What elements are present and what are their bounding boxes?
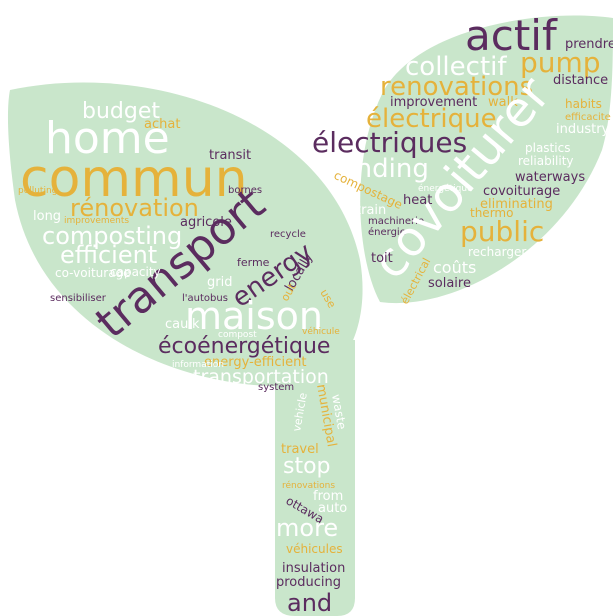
word: transportation <box>193 366 329 388</box>
word: industry <box>556 122 610 137</box>
word: électrique <box>366 104 497 134</box>
word: écoénergétique <box>158 334 330 359</box>
word: l'autobus <box>182 293 228 304</box>
word: waste <box>329 393 349 430</box>
word: improvements <box>64 216 129 226</box>
word: collectif <box>405 52 507 82</box>
word: coûts <box>433 258 476 277</box>
word: polluting <box>18 186 57 196</box>
word: commun <box>20 149 248 209</box>
word: habits <box>565 97 602 111</box>
word: véhicule <box>302 326 340 337</box>
word: more <box>276 514 338 542</box>
word: transit <box>209 148 251 163</box>
word: eliminating <box>480 197 553 212</box>
word: auto <box>318 501 347 516</box>
word: énergie <box>368 226 406 238</box>
word: capacity <box>110 265 161 279</box>
word: sensibiliser <box>50 293 107 304</box>
word: agricole <box>180 215 232 230</box>
word: prendre <box>565 37 613 52</box>
word: co-voiturage <box>55 266 131 280</box>
stem <box>275 340 355 616</box>
word: recycle <box>270 229 306 240</box>
word: toit <box>371 251 393 266</box>
word: from <box>313 489 343 504</box>
word: funding <box>330 154 429 184</box>
word: maison <box>185 294 323 338</box>
word: energy-efficient <box>204 355 306 370</box>
word: thermo <box>470 206 513 220</box>
word: renovations <box>380 72 533 102</box>
word: caulk <box>165 317 200 332</box>
word: producing <box>276 575 341 590</box>
word: grid <box>207 275 232 290</box>
word: waterways <box>515 170 585 185</box>
word: machinerie <box>368 216 424 227</box>
word: improvement <box>390 95 477 110</box>
word: information <box>172 360 224 370</box>
word: system <box>258 382 294 393</box>
word: électriques <box>312 126 467 159</box>
word: and <box>287 589 332 616</box>
word: achat <box>144 117 180 132</box>
word: long <box>33 209 61 224</box>
word: train <box>356 203 386 218</box>
word: composting <box>42 222 182 250</box>
word: reliability <box>518 154 574 168</box>
word: heat <box>403 193 432 208</box>
word: bornes <box>228 185 262 196</box>
word: efficient <box>60 241 157 269</box>
word: rénovation <box>70 194 199 222</box>
word: rénovations <box>282 480 335 491</box>
word: walk <box>488 95 518 110</box>
right-leaf <box>360 15 613 304</box>
word: véhicules <box>286 542 343 556</box>
word: recharger <box>468 245 526 259</box>
word: home <box>45 113 170 164</box>
word: insulation <box>282 561 345 576</box>
word: énergétique <box>418 183 473 194</box>
word: travel <box>281 442 319 457</box>
left-leaf <box>7 82 363 387</box>
word: solaire <box>428 276 471 291</box>
word: covoiturage <box>483 184 560 199</box>
word: efficacite <box>565 112 611 123</box>
word: ferme <box>237 256 270 269</box>
word: stop <box>283 454 331 479</box>
word: compost <box>218 330 257 340</box>
word: actif <box>465 11 558 60</box>
word: pump <box>520 46 601 79</box>
word: public <box>460 215 544 248</box>
word: plastics <box>525 141 570 155</box>
word: distance <box>553 73 608 88</box>
word: budget <box>82 99 160 124</box>
